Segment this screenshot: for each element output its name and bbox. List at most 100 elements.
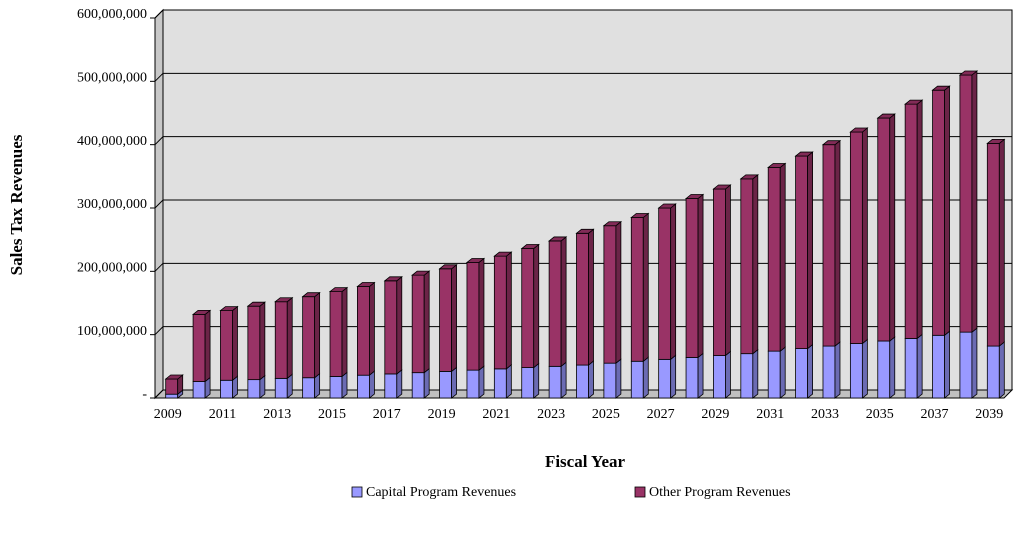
x-tick-label: 2021: [482, 407, 510, 422]
bar-segment: [713, 188, 726, 356]
bar-top: [821, 140, 842, 146]
bar-segment: [247, 305, 261, 381]
bar-side: [807, 151, 813, 350]
bar-side: [369, 370, 375, 399]
bar-segment: [192, 381, 206, 399]
legend-label: Other Program Revenues: [649, 485, 791, 500]
legend-swatch: [634, 486, 646, 498]
bar-side: [834, 341, 841, 399]
bar-side: [944, 85, 950, 337]
x-tick-label: 2019: [428, 407, 456, 422]
bar-segment: [603, 225, 617, 364]
x-tick-label: 2013: [263, 407, 291, 422]
bar-side: [889, 336, 896, 399]
y-axis-title: Sales Tax Revenues: [7, 134, 26, 275]
bar-top: [712, 184, 732, 190]
bar-side: [779, 162, 786, 352]
bar-side: [478, 365, 485, 399]
x-tick-label: 2031: [756, 407, 784, 422]
bar-segment: [384, 280, 398, 375]
bar-side: [971, 70, 978, 333]
x-tick-label: 2015: [318, 407, 346, 422]
bar-segment: [521, 248, 535, 369]
bar-side: [533, 362, 540, 399]
bar-segment: [493, 368, 507, 399]
bar-segment: [220, 379, 233, 399]
bar-side: [642, 356, 649, 399]
x-tick-label: 2039: [975, 407, 1003, 422]
bar-top: [767, 163, 787, 168]
y-tick-label: 100,000,000: [77, 324, 147, 339]
bar-side: [971, 327, 978, 399]
bar-segment: [439, 370, 452, 399]
bar-side: [451, 366, 457, 399]
x-tick-label: 2023: [537, 407, 565, 422]
bar-top: [657, 203, 677, 209]
bar-segment: [795, 155, 808, 350]
grid-line: [154, 72, 1012, 82]
bar-segment: [302, 296, 316, 379]
bar-segment: [165, 393, 179, 399]
bar-segment: [493, 255, 507, 370]
bar-side: [944, 330, 950, 399]
bar-segment: [849, 343, 863, 399]
bar-side: [396, 276, 403, 375]
bar-segment: [357, 374, 370, 399]
bar-segment: [411, 372, 425, 399]
bar-segment: [658, 207, 672, 360]
bar-segment: [466, 369, 480, 399]
bar-segment: [576, 364, 589, 399]
bar-segment: [822, 345, 836, 399]
bar-top: [849, 127, 869, 133]
bar-side: [697, 193, 704, 359]
bar-side: [204, 309, 211, 383]
grid-line: [154, 136, 1012, 146]
y-tick-label: 200,000,000: [77, 261, 147, 276]
bar-top: [931, 85, 951, 91]
bar-side: [259, 301, 266, 381]
bar-segment: [548, 240, 562, 367]
bar-side: [588, 228, 594, 366]
x-axis-title: Fiscal Year: [545, 452, 626, 471]
bar-segment: [411, 274, 425, 374]
bar-side: [642, 212, 649, 363]
y-tick-label: 600,000,000: [77, 7, 147, 22]
x-tick-label: 2037: [921, 407, 949, 422]
bar-top: [794, 151, 814, 157]
bar-segment: [439, 268, 452, 372]
bar-side: [615, 220, 622, 364]
bar-top: [575, 228, 595, 234]
bar-side: [560, 361, 567, 399]
x-tick-label: 2011: [209, 407, 236, 422]
bar-side: [807, 343, 813, 399]
bar-top: [383, 276, 403, 282]
bar-segment: [658, 358, 672, 399]
bar-top: [520, 244, 540, 249]
bar-top: [356, 282, 376, 287]
bar-top: [547, 236, 568, 242]
bar-top: [684, 194, 705, 199]
bar-side: [560, 236, 567, 368]
bar-segment: [384, 373, 398, 399]
y-tick-label: 400,000,000: [77, 134, 147, 149]
bar-top: [739, 174, 759, 180]
x-tick-label: 2035: [866, 407, 894, 422]
bar-segment: [767, 167, 781, 352]
bar-top: [958, 70, 979, 76]
bar-segment: [165, 378, 179, 395]
y-tick-label: 300,000,000: [77, 197, 147, 212]
bar-side: [588, 360, 594, 399]
bar-side: [916, 99, 923, 340]
bar-segment: [247, 379, 261, 399]
bar-segment: [329, 291, 343, 377]
bar-segment: [932, 334, 945, 399]
bar-segment: [220, 310, 233, 381]
bar-segment: [795, 348, 808, 399]
bar-side: [478, 257, 485, 371]
bar-top: [986, 138, 1006, 144]
bar-segment: [986, 142, 1000, 347]
bar-segment: [302, 377, 316, 399]
bar-segment: [740, 353, 754, 399]
bar-side: [396, 369, 403, 399]
